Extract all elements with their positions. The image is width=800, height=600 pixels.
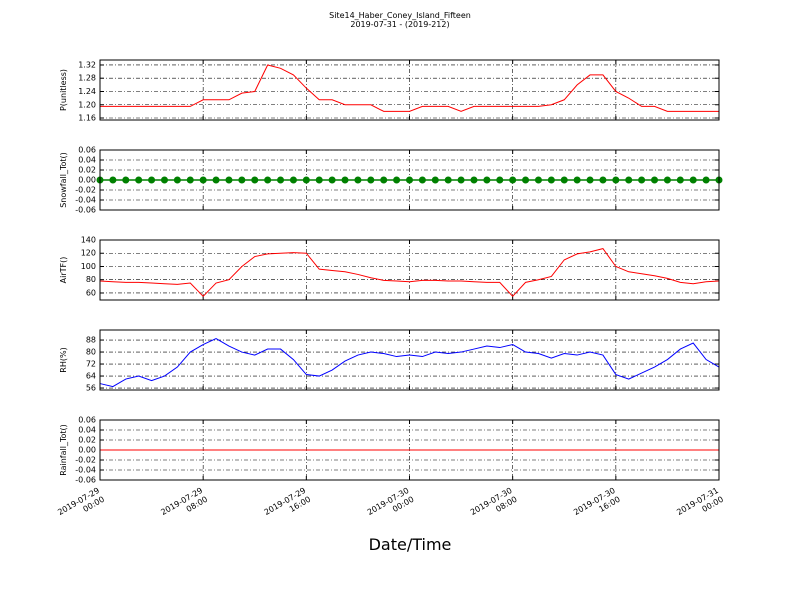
data-point (135, 176, 143, 184)
y-tick-label: 1.28 (78, 74, 96, 83)
y-axis-label: RH(%) (59, 347, 68, 372)
y-tick-label: -0.04 (75, 196, 96, 205)
y-tick-label: 1.20 (78, 100, 96, 109)
data-point (547, 176, 555, 184)
y-tick-label: 0.02 (78, 166, 96, 175)
data-point (599, 176, 607, 184)
plot-frame (99, 149, 720, 211)
data-point (406, 176, 413, 184)
data-point (186, 176, 194, 184)
y-tick-label: 1.24 (78, 87, 96, 96)
data-point (122, 176, 130, 184)
y-tick-label: 64 (86, 372, 96, 381)
data-point (496, 176, 504, 184)
data-point (354, 176, 362, 184)
data-point (160, 176, 168, 184)
chart-subtitle: 2019-07-31 - (2019-212) (350, 20, 449, 29)
y-tick-label: -0.02 (75, 186, 96, 195)
y-tick-label: 100 (81, 262, 96, 271)
chart-title: Site14_Haber_Coney_Island_Fifteen (329, 11, 471, 20)
data-point (238, 176, 246, 184)
data-point (573, 176, 581, 184)
y-tick-label: -0.04 (75, 466, 96, 475)
y-tick-label: 1.16 (78, 114, 96, 123)
data-point (689, 176, 697, 184)
data-point (534, 176, 542, 184)
data-point (302, 176, 310, 184)
data-point (431, 176, 439, 184)
y-tick-label: 0.06 (78, 416, 96, 425)
data-point (148, 176, 156, 184)
y-tick-label: 72 (86, 360, 96, 369)
data-point (586, 176, 594, 184)
data-point (651, 176, 659, 184)
data-point (612, 176, 620, 184)
data-point (251, 176, 259, 184)
y-tick-label: 1.32 (78, 60, 96, 69)
data-point (702, 176, 710, 184)
data-point (380, 176, 388, 184)
data-point (277, 176, 285, 184)
data-point (444, 176, 452, 184)
data-point (663, 176, 671, 184)
data-point (109, 176, 117, 184)
data-point (199, 176, 207, 184)
y-tick-label: 140 (81, 236, 96, 245)
data-point (315, 176, 323, 184)
y-axis-label: Rainfall_Tot() (59, 424, 68, 476)
data-point (173, 176, 181, 184)
data-point (470, 176, 478, 184)
data-point (457, 176, 465, 184)
y-tick-label: 0.00 (78, 176, 96, 185)
y-tick-label: -0.06 (75, 476, 96, 485)
y-tick-label: 120 (81, 249, 96, 258)
data-line (100, 64, 719, 112)
y-tick-label: 80 (86, 275, 96, 284)
y-tick-label: 0.00 (78, 446, 96, 455)
data-point (676, 176, 684, 184)
data-point (418, 176, 426, 184)
plot-frame (99, 239, 720, 301)
data-point (341, 176, 349, 184)
y-axis-label: Snowfall_Tot() (59, 152, 68, 208)
y-tick-label: 80 (86, 348, 96, 357)
data-point (212, 176, 220, 184)
y-tick-label: 56 (86, 384, 96, 393)
plot-frame (99, 329, 720, 391)
data-point (625, 176, 633, 184)
data-point (264, 176, 272, 184)
y-tick-label: -0.06 (75, 206, 96, 215)
y-tick-label: 88 (86, 336, 96, 345)
plot-frame (99, 419, 720, 481)
y-tick-label: 0.02 (78, 436, 96, 445)
data-line (99, 337, 720, 388)
data-point (225, 176, 233, 184)
y-axis-label: P(unitless) (59, 69, 68, 111)
data-line (99, 248, 720, 298)
data-point (289, 176, 297, 184)
data-point (509, 176, 517, 184)
y-tick-label: -0.02 (75, 456, 96, 465)
y-axis-label: AirTF() (59, 257, 68, 284)
y-tick-label: 0.06 (78, 146, 96, 155)
y-tick-label: 60 (86, 288, 96, 297)
data-point (638, 176, 646, 184)
y-tick-label: 0.04 (78, 156, 96, 165)
data-point (560, 176, 568, 184)
data-point (328, 176, 336, 184)
y-tick-label: 0.04 (78, 426, 96, 435)
data-point (483, 176, 491, 184)
data-point (367, 176, 375, 184)
plot-frame (99, 59, 720, 121)
data-point (522, 176, 530, 184)
data-point (393, 176, 401, 184)
x-axis-label: Date/Time (369, 535, 452, 554)
